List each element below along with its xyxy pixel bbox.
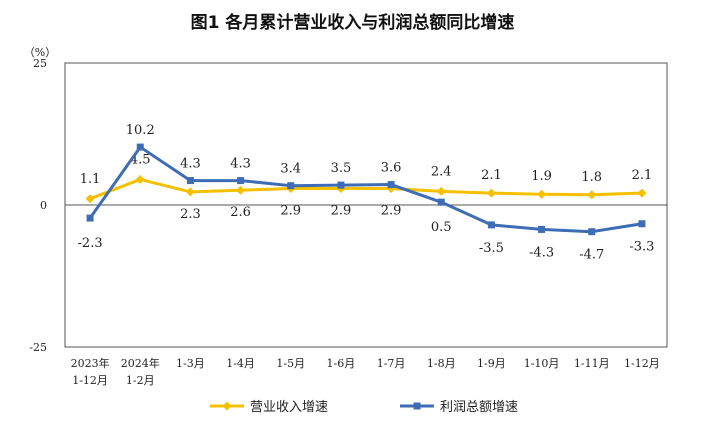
data-point — [86, 214, 94, 222]
x-tick-label: 1-2月 — [126, 374, 155, 387]
legend-marker — [413, 402, 421, 410]
data-label: -3.5 — [479, 241, 504, 256]
data-label: 2.1 — [481, 168, 502, 183]
data-label: 2.4 — [431, 164, 452, 179]
data-label: -2.3 — [78, 236, 103, 251]
data-label: 2.1 — [632, 168, 653, 183]
data-point — [337, 181, 345, 189]
data-point — [237, 177, 245, 185]
legend-label: 利润总额增速 — [440, 400, 518, 415]
data-label: 1.9 — [531, 169, 552, 184]
data-point — [236, 185, 246, 195]
data-label: 3.6 — [381, 161, 402, 176]
x-tick-label: 1-4月 — [226, 357, 255, 370]
data-point — [85, 194, 95, 204]
x-tick-label: 2023年 — [71, 356, 110, 370]
data-label: 2.9 — [331, 204, 352, 219]
y-unit-label: （%） — [24, 46, 56, 59]
series-line — [89, 177, 642, 201]
data-point — [538, 225, 546, 233]
x-tick-label: 1-10月 — [524, 357, 560, 370]
data-label: 3.4 — [280, 162, 301, 177]
data-point — [185, 187, 195, 197]
x-tick-label: 1-12月 — [72, 374, 108, 387]
chart-title: 图1 各月累计营业收入与利润总额同比增速 — [190, 13, 515, 33]
legend-label: 营业收入增速 — [250, 400, 328, 415]
data-label: 4.3 — [230, 157, 251, 172]
data-point — [387, 181, 395, 189]
x-tick-label: 1-7月 — [377, 357, 406, 370]
data-point — [587, 190, 597, 200]
data-point — [437, 198, 445, 206]
data-point — [136, 143, 144, 151]
y-tick-label: -25 — [29, 341, 47, 354]
data-point — [588, 228, 596, 236]
data-label: 1.8 — [581, 170, 602, 185]
data-label: 2.9 — [381, 204, 402, 219]
x-tick-label: 1-3月 — [176, 357, 205, 370]
data-point — [537, 189, 547, 199]
data-point — [487, 221, 495, 229]
data-label: 10.2 — [126, 123, 155, 138]
data-label: 0.5 — [431, 220, 452, 235]
data-point — [186, 177, 194, 185]
data-label: -4.3 — [529, 245, 554, 260]
x-tick-label: 1-9月 — [477, 357, 506, 370]
data-point — [436, 186, 446, 196]
data-point — [638, 220, 646, 228]
data-label: 4.3 — [180, 157, 201, 172]
data-point — [486, 188, 496, 198]
data-point — [637, 188, 647, 198]
data-label: 4.5 — [130, 152, 151, 167]
x-tick-label: 1-5月 — [276, 357, 305, 370]
data-label: 2.9 — [280, 204, 301, 219]
y-tick-label: 0 — [40, 199, 47, 212]
x-tick-label: 1-12月 — [624, 357, 660, 370]
y-tick-label: 25 — [33, 57, 47, 70]
data-label: -3.3 — [629, 240, 654, 255]
data-label: 3.5 — [331, 161, 352, 176]
x-tick-label: 2024年 — [121, 356, 160, 370]
x-tick-label: 1-6月 — [327, 357, 356, 370]
data-label: 1.1 — [80, 172, 101, 187]
data-point — [135, 174, 145, 184]
series-line — [88, 145, 643, 234]
data-point — [287, 182, 295, 190]
x-tick-label: 1-11月 — [574, 357, 610, 370]
data-label: 2.6 — [230, 205, 251, 220]
legend-marker — [222, 401, 232, 411]
data-label: 2.3 — [180, 207, 201, 222]
data-label: -4.7 — [579, 248, 604, 263]
x-tick-label: 1-8月 — [427, 357, 456, 370]
